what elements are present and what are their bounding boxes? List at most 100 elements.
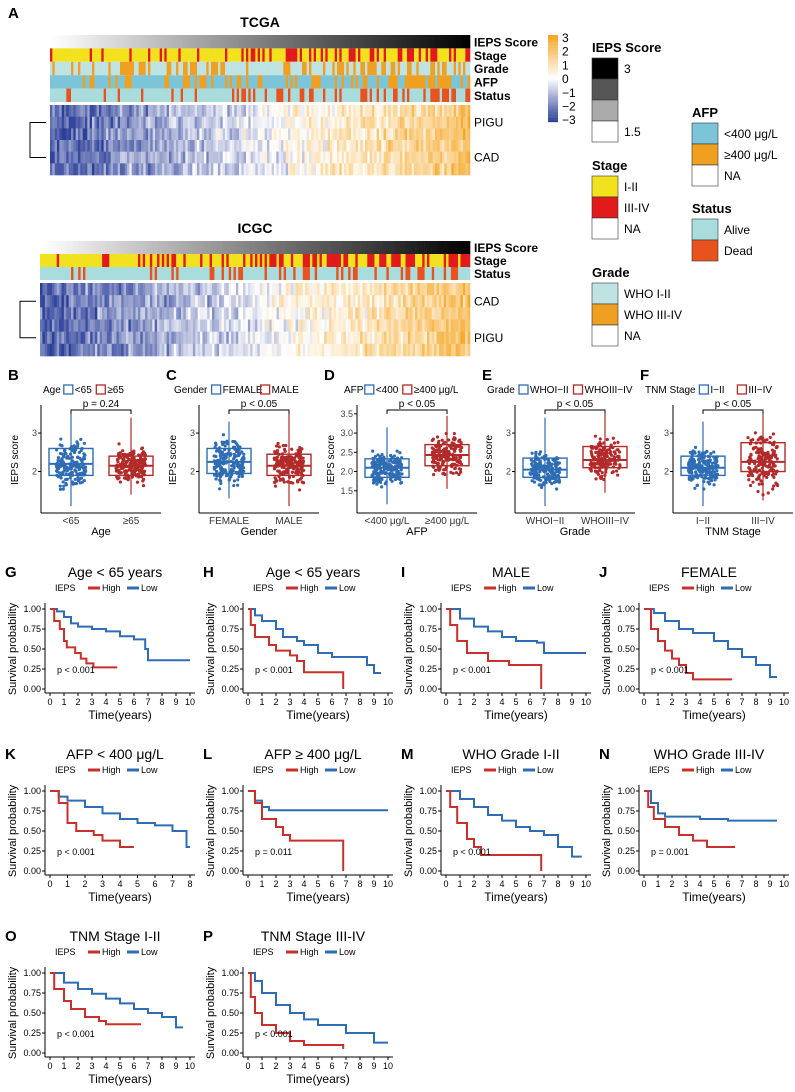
heatmap-cell: [271, 116, 275, 129]
heatmap-cell: [200, 343, 203, 357]
heatmap-cell: [83, 254, 86, 267]
data-point: [242, 457, 246, 461]
heatmap-cell: [360, 48, 363, 62]
heatmap-cell: [436, 241, 440, 254]
heatmap-cell: [94, 48, 97, 62]
heatmap-cell: [355, 267, 359, 280]
heatmap-cell: [350, 267, 354, 280]
heatmap-cell: [336, 254, 339, 267]
heatmap-cell: [451, 61, 454, 76]
heatmap-cell: [223, 241, 227, 254]
heatmap-cell: [358, 35, 361, 49]
data-point: [550, 481, 554, 486]
heatmap-cell: [376, 241, 380, 254]
data-point: [281, 444, 285, 448]
heatmap-cell: [352, 241, 356, 254]
heatmap-cell: [113, 128, 116, 141]
legend-label-grade: WHO III-IV: [624, 308, 682, 322]
heatmap-cell: [419, 319, 423, 332]
heatmap-cell: [229, 61, 233, 76]
heatmap-cell: [99, 283, 103, 296]
heatmap-cell: [199, 105, 202, 117]
heatmap-cell: [337, 140, 340, 152]
heatmap-cell: [202, 267, 206, 280]
heatmap-cell: [85, 151, 88, 164]
heatmap-cell: [183, 241, 187, 254]
data-point: [72, 450, 76, 454]
heatmap-cell: [381, 48, 384, 62]
heatmap-cell: [87, 88, 90, 102]
heatmap-cell: [57, 128, 60, 141]
colorbar-segment: [548, 108, 558, 111]
heatmap-cell: [283, 116, 286, 129]
heatmap-cell: [351, 75, 354, 89]
heatmap-cell: [345, 254, 349, 267]
heatmap-cell: [136, 88, 139, 102]
heatmap-cell: [262, 61, 265, 76]
heatmap-cell: [391, 307, 394, 320]
heatmap-cell: [465, 254, 468, 267]
heatmap-cell: [269, 48, 272, 62]
heatmap-cell: [332, 140, 335, 152]
heatmap-cell: [252, 241, 256, 254]
heatmap-cell: [302, 295, 306, 308]
heatmap-cell: [147, 307, 151, 320]
heatmap-cell: [123, 267, 127, 280]
heatmap-cell: [99, 35, 102, 49]
heatmap-cell: [285, 163, 289, 176]
heatmap-cell: [262, 331, 265, 345]
heatmap-cell: [176, 151, 179, 164]
heatmap-cell: [176, 75, 179, 89]
data-point: [296, 448, 300, 452]
heatmap-cell: [414, 88, 417, 102]
heatmap-cell: [162, 75, 165, 89]
heatmap-cell: [227, 35, 230, 49]
colorbar-segment: [548, 97, 558, 99]
heatmap-cell: [57, 88, 60, 102]
heatmap-cell: [129, 61, 132, 76]
heatmap-cell: [410, 254, 413, 267]
heatmap-cell: [59, 295, 62, 308]
heatmap-cell: [63, 295, 67, 308]
data-point: [130, 450, 135, 454]
heatmap-cell: [411, 105, 415, 117]
heatmap-cell: [180, 61, 184, 76]
heatmap-cell: [318, 48, 321, 62]
heatmap-cell: [185, 343, 189, 357]
heatmap-cell: [169, 254, 172, 267]
heatmap-cell: [90, 319, 93, 332]
heatmap-cell: [257, 75, 261, 89]
data-point: [400, 472, 404, 476]
heatmap-cell: [276, 295, 280, 308]
heatmap-cell: [393, 241, 397, 254]
heatmap-cell: [424, 254, 428, 267]
heatmap-cell: [227, 48, 230, 62]
data-point: [395, 449, 399, 453]
heatmap-cell: [467, 331, 471, 345]
heatmap-cell: [173, 48, 177, 62]
heatmap-cell: [213, 75, 216, 89]
heatmap-cell: [355, 48, 359, 62]
heatmap-cell: [78, 295, 81, 308]
heatmap-cell: [390, 140, 394, 152]
heatmap-cell: [114, 343, 117, 357]
heatmap-cell: [465, 331, 468, 345]
heatmap-cell: [448, 254, 452, 267]
heatmap-cell: [319, 343, 323, 357]
heatmap-cell: [185, 163, 188, 176]
heatmap-cell: [400, 151, 403, 164]
heatmap-cell: [231, 267, 234, 280]
data-point: [224, 473, 229, 478]
heatmap-cell: [57, 140, 60, 152]
heatmap-cell: [221, 343, 225, 357]
heatmap-cell: [49, 343, 53, 357]
heatmap-cell: [357, 241, 361, 254]
heatmap-cell: [180, 151, 184, 164]
heatmap-cell: [288, 307, 292, 320]
heatmap-cell: [185, 48, 188, 62]
heatmap-cell: [157, 267, 160, 280]
heatmap-cell: [431, 267, 435, 280]
heatmap-cell: [44, 254, 48, 267]
heatmap-cell: [185, 140, 188, 152]
heatmap-cell: [200, 295, 203, 308]
